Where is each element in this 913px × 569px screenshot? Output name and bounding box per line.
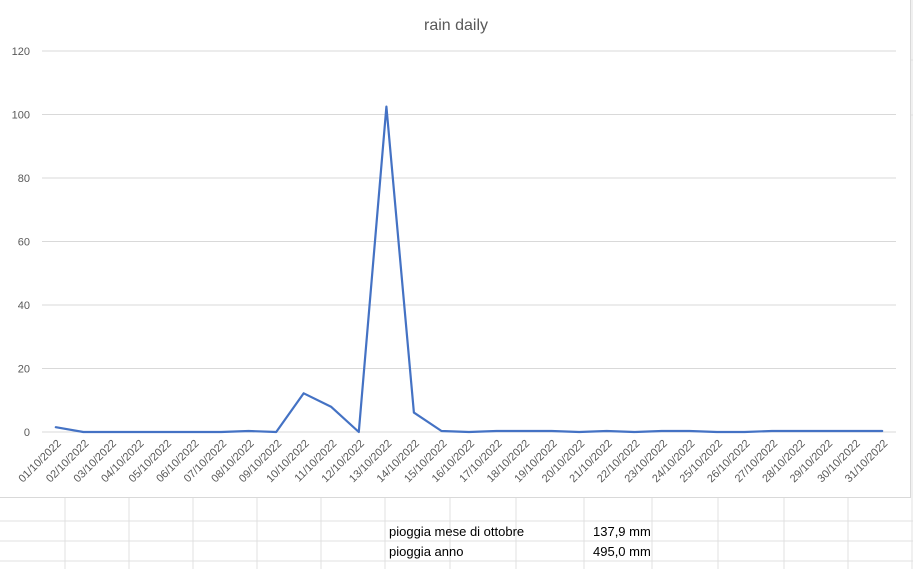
data-point [741,429,747,435]
rain-daily-line-chart: rain daily 0 20 40 60 80 100 120 01/10/202202/… [12,17,896,485]
y-tick-label: 20 [18,364,30,376]
data-point [686,428,692,434]
y-tick-label: 60 [18,237,30,249]
data-point [411,410,417,416]
summary-value-year: 495,0 mm [593,544,651,559]
data-point [438,428,444,434]
data-point [604,428,610,434]
data-point [53,424,59,430]
data-point [273,429,279,435]
data-point [521,428,527,434]
data-point [108,429,114,435]
data-point [879,428,885,434]
data-point [824,428,830,434]
rain-series-line [54,105,884,434]
chart-area[interactable]: rain daily 0 20 40 60 80 100 120 01/10/2022 02/… [0,0,911,498]
data-point [191,429,197,435]
data-point [135,429,141,435]
data-point [466,429,472,435]
y-tick-label: 120 [12,46,30,58]
data-point [383,104,389,110]
data-point [356,429,362,435]
y-axis-ticks: 0 20 40 60 80 100 120 [12,46,30,439]
data-point [714,429,720,435]
gridlines [42,50,896,433]
y-tick-label: 40 [18,300,30,312]
data-point [631,429,637,435]
x-axis-ticks: 01/10/202202/10/202203/10/202204/10/2022… [16,438,890,485]
data-point [852,428,858,434]
series-layer [53,104,885,435]
data-point [769,428,775,434]
data-point [494,428,500,434]
y-tick-label: 100 [12,110,30,122]
y-tick-label: 0 [24,427,30,439]
summary-label-month: pioggia mese di ottobre [389,524,525,539]
data-point [549,428,555,434]
data-point [576,429,582,435]
data-point [80,429,86,435]
data-point [246,428,252,434]
data-point [218,429,224,435]
data-point [659,428,665,434]
data-point [163,429,169,435]
data-point [797,428,803,434]
summary-value-month: 137,9 mm [593,524,651,539]
data-point [328,404,334,410]
y-tick-label: 80 [18,173,30,185]
summary-label-year: pioggia anno [389,544,464,559]
data-point [301,390,307,396]
chart-title: rain daily [424,17,488,34]
